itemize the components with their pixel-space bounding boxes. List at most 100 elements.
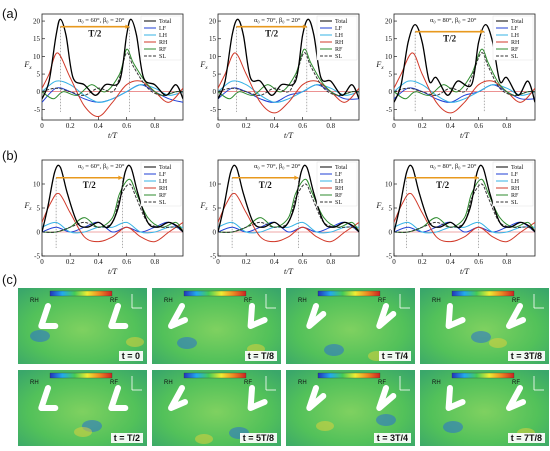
snapshot-frame: RH RF t = 3T/8 — [420, 288, 549, 364]
panel-label-c: (c) — [2, 272, 18, 287]
robot-leg — [445, 385, 466, 411]
y-tick-label: 15 — [33, 35, 41, 43]
legend-label: RF — [159, 193, 167, 199]
frame-time-label: t = 7T/8 — [507, 433, 545, 443]
x-tick-label: 0.6 — [474, 122, 483, 130]
series-rh-line — [394, 192, 535, 243]
x-tick-label: 0.8 — [326, 122, 335, 130]
y-tick-label: 10 — [385, 181, 393, 189]
x-tick-label: 0 — [392, 258, 396, 266]
snapshot-frame: RH RF t = 5T/8 — [152, 370, 281, 446]
series-sl-line — [218, 183, 359, 233]
y-tick-label: 0 — [37, 88, 41, 96]
legend-label: SL — [159, 200, 166, 206]
robot-leg — [108, 385, 129, 411]
leg-label-rh: RH — [164, 380, 173, 386]
x-axis-label: t/T — [108, 131, 117, 140]
half-period-arrowhead — [125, 24, 130, 29]
legend-label: Total — [511, 19, 524, 25]
vortex-yellow — [126, 337, 144, 347]
y-axis-label-sub: z — [204, 206, 208, 212]
legend-label: SL — [511, 54, 518, 60]
half-period-arrowhead — [118, 175, 123, 180]
series-sl-line — [218, 52, 359, 96]
legend-label: LH — [511, 179, 520, 185]
vortex-yellow — [489, 338, 507, 348]
chart-title: α₀ = 60°, β₀ = 20° — [78, 163, 125, 170]
leg-label-rf: RF — [378, 380, 386, 386]
x-tick-label: 0.2 — [418, 258, 427, 266]
x-tick-label: 0.2 — [242, 258, 251, 266]
y-tick-label: -5 — [34, 106, 40, 114]
leg-label-rf: RF — [512, 380, 520, 386]
robot-leg — [38, 385, 59, 411]
legend-label: LH — [335, 33, 344, 39]
x-tick-label: 0.2 — [418, 122, 427, 130]
legend-label: RF — [159, 47, 167, 53]
series-rh-line — [218, 192, 359, 243]
y-tick-label: 10 — [33, 181, 41, 189]
panel-label-a: (a) — [2, 6, 18, 21]
series-group — [394, 164, 535, 243]
robot-leg — [168, 385, 189, 411]
y-tick-label: -5 — [386, 106, 392, 114]
half-period-label: T/2 — [88, 29, 102, 39]
x-tick-label: 0.8 — [150, 122, 159, 130]
leg-label-rh: RH — [298, 380, 307, 386]
half-period-label: T/2 — [83, 180, 97, 190]
vortex-blue — [30, 330, 50, 342]
y-tick-label: 0 — [389, 229, 393, 237]
series-group — [218, 18, 359, 114]
x-axis-label: t/T — [108, 267, 117, 276]
y-tick-label: 20 — [33, 18, 41, 26]
legend-label: LH — [335, 179, 344, 185]
legend-label: RH — [511, 40, 520, 46]
leg-label-rh: RH — [432, 380, 441, 386]
chart-title: α₀ = 80°, β₀ = 20° — [430, 163, 477, 170]
chart-title: α₀ = 80°, β₀ = 20° — [430, 17, 477, 24]
leg-label-rh: RH — [30, 380, 39, 386]
series-total-line — [394, 164, 535, 233]
x-tick-label: 0.2 — [66, 258, 75, 266]
series-lf-line — [394, 221, 535, 233]
legend-label: RH — [335, 40, 344, 46]
legend-label: LF — [335, 172, 343, 178]
y-axis-label-sub: x — [380, 65, 384, 71]
legend-box — [492, 15, 534, 61]
y-tick-label: 10 — [385, 53, 393, 61]
x-tick-label: 0.4 — [270, 258, 279, 266]
robot-leg — [38, 303, 59, 329]
series-group — [42, 18, 183, 118]
series-group — [394, 23, 535, 114]
robot-leg — [168, 303, 189, 329]
colorbar — [49, 290, 113, 297]
legend-label: SL — [335, 54, 342, 60]
legend-box — [140, 15, 182, 61]
legend-label: RH — [335, 186, 344, 192]
snapshot-frame: RH RF t = 3T/4 — [286, 370, 415, 446]
snapshot-frame: RH RF t = 7T/8 — [420, 370, 549, 446]
frame-time-label: t = 3T/4 — [373, 433, 411, 443]
series-lf-line — [42, 221, 183, 233]
legend-label: RH — [159, 40, 168, 46]
x-tick-label: 0.8 — [502, 258, 511, 266]
robot-leg — [376, 303, 397, 329]
y-tick-label: 0 — [389, 88, 393, 96]
leg-label-rf: RF — [110, 380, 118, 386]
y-tick-label: 5 — [389, 205, 393, 213]
series-sl-line — [394, 183, 535, 233]
series-total-line — [42, 18, 183, 100]
frame-time-label: t = 0 — [118, 351, 143, 361]
half-period-label: T/2 — [436, 180, 450, 190]
leg-label-rf: RF — [512, 298, 520, 304]
legend-label: LH — [511, 33, 520, 39]
y-tick-label: 5 — [37, 205, 41, 213]
y-axis-label: Fz — [23, 201, 32, 212]
x-tick-label: 0 — [392, 122, 396, 130]
robot-leg — [108, 303, 129, 329]
colorbar — [451, 372, 515, 379]
frame-time-label: t = T/4 — [378, 351, 411, 361]
y-axis-label: Fx — [375, 60, 384, 71]
